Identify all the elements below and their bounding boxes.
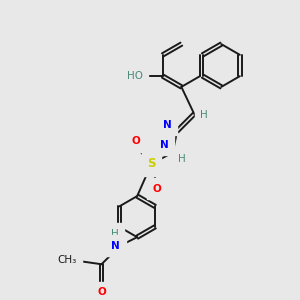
Text: N: N xyxy=(163,120,172,130)
Text: H: H xyxy=(200,110,208,120)
Text: HO: HO xyxy=(127,71,143,81)
Text: CH₃: CH₃ xyxy=(57,255,76,265)
Text: O: O xyxy=(131,136,140,146)
Text: O: O xyxy=(97,287,106,297)
Text: H: H xyxy=(178,154,186,164)
Text: S: S xyxy=(147,158,156,170)
Text: N: N xyxy=(160,140,169,150)
Text: N: N xyxy=(111,241,120,251)
Text: O: O xyxy=(153,184,161,194)
Text: H: H xyxy=(111,229,118,238)
